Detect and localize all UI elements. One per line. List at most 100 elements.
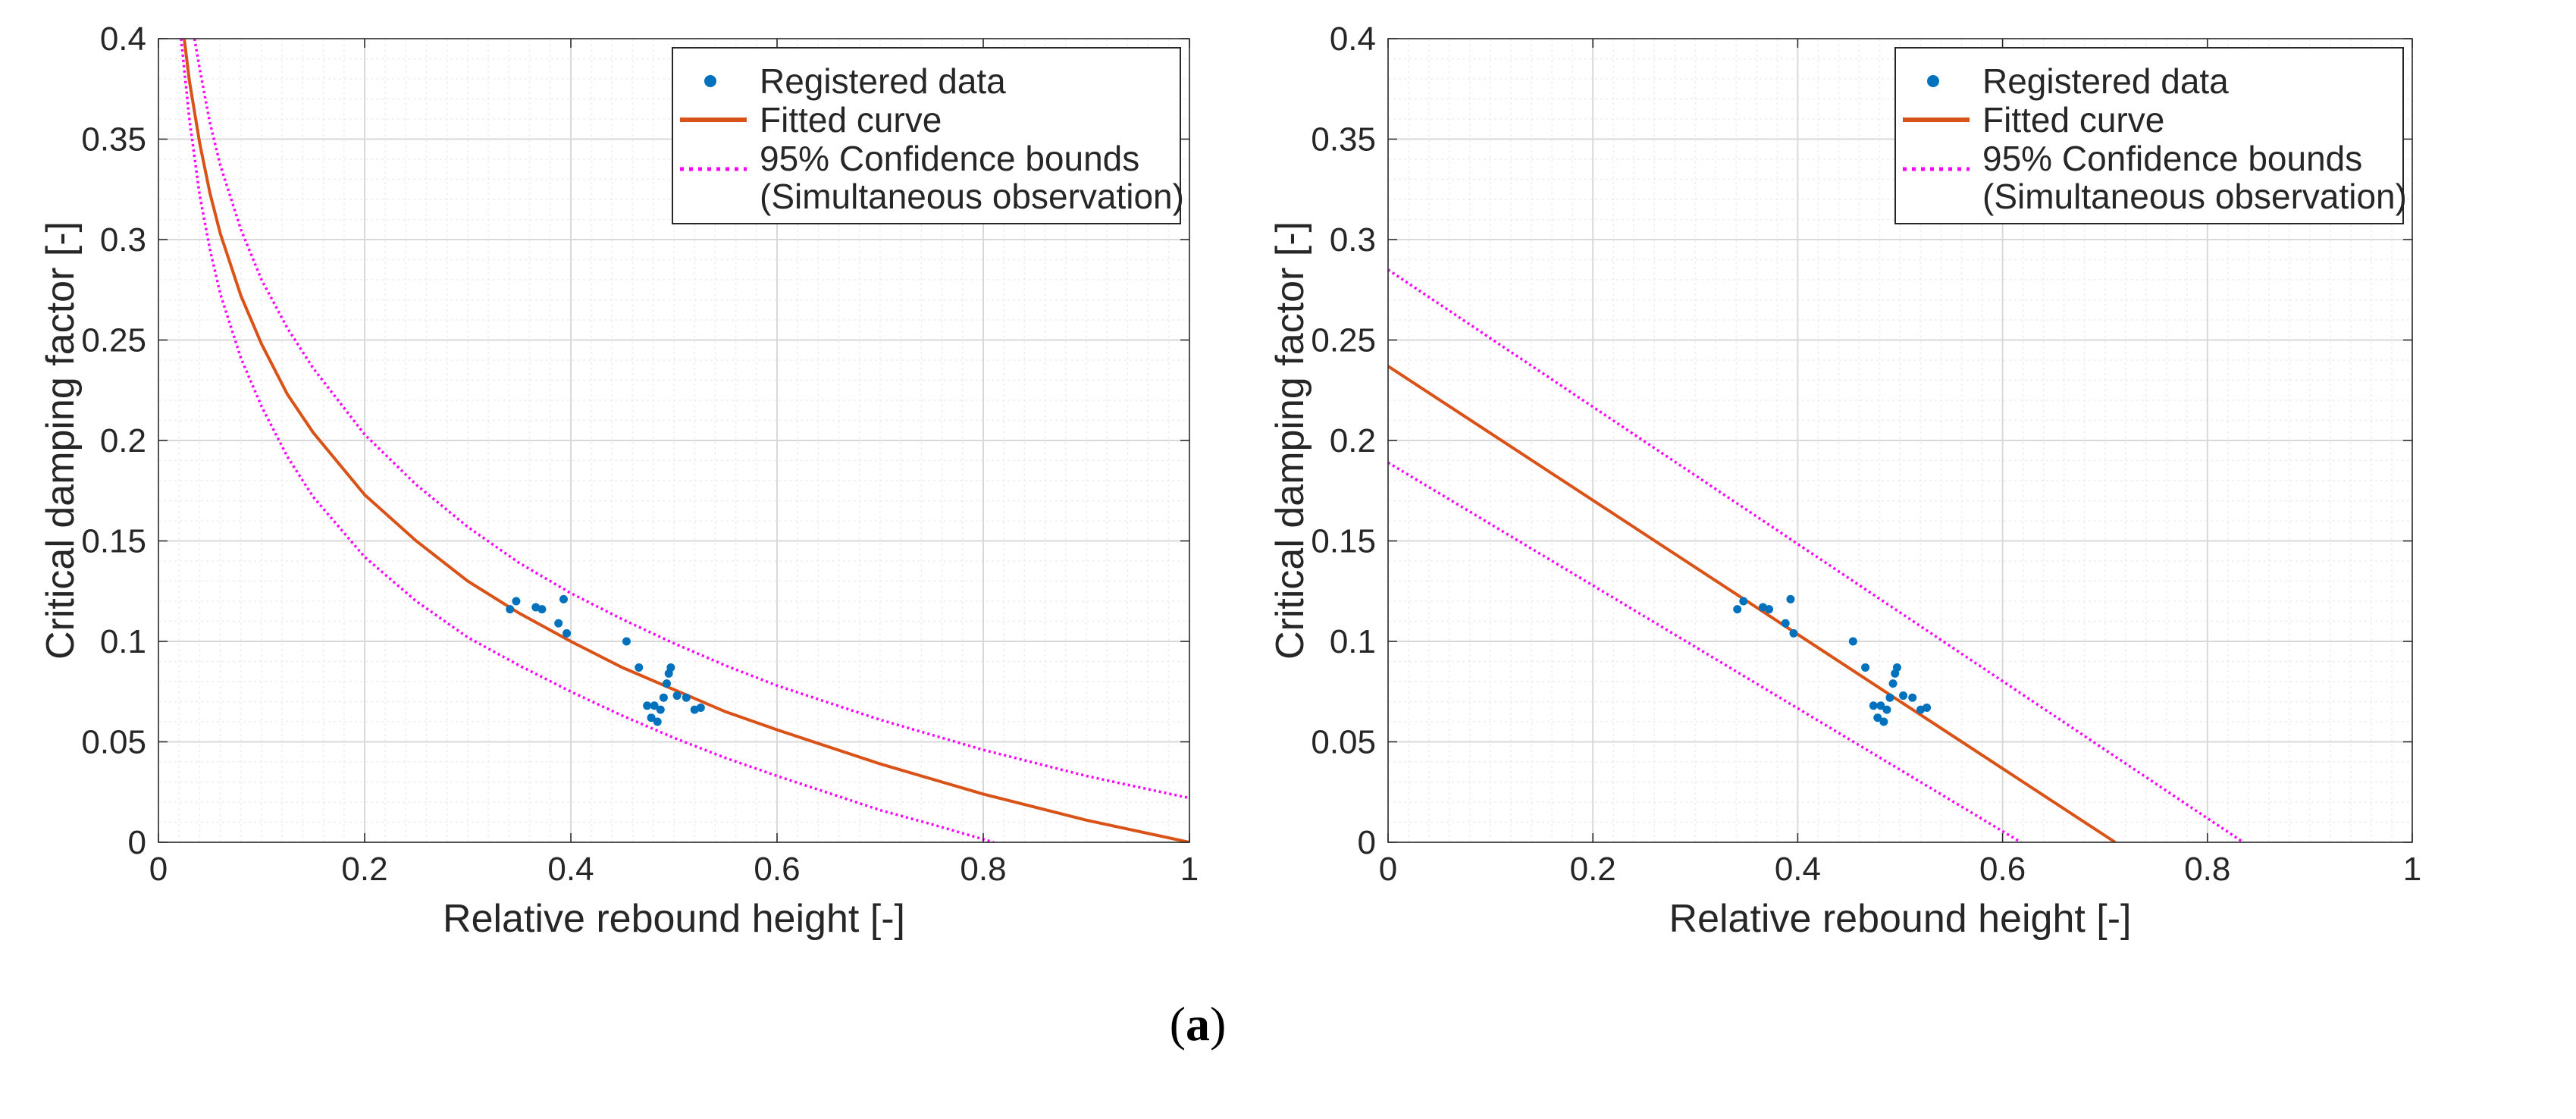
data-point	[1888, 679, 1898, 688]
legend-marker-data	[704, 75, 716, 87]
x-tick-label: 0	[149, 851, 168, 888]
fitted-curve-line	[1388, 365, 2117, 842]
y-tick-labels: 0 0.05 0.1 0.15 0.2 0.25 0.3 0.35 0.4	[81, 20, 146, 861]
x-tick-label: 1	[1180, 851, 1199, 888]
y-tick-label: 0.2	[100, 422, 146, 459]
data-point	[635, 663, 644, 672]
lower-bound-line	[1388, 461, 2022, 842]
data-point	[1882, 705, 1891, 714]
y-tick-label: 0.15	[81, 523, 146, 560]
data-point	[643, 701, 652, 710]
data-point	[506, 605, 515, 614]
y-tick-label: 0.25	[1311, 322, 1376, 359]
x-tick-label: 1	[2403, 851, 2421, 888]
x-tick-label: 0	[1379, 851, 1397, 888]
minor-grid	[158, 39, 1189, 842]
y-tick-labels: 0 0.05 0.1 0.15 0.2 0.25 0.3 0.35 0.4	[1311, 20, 1376, 861]
data-point	[656, 705, 665, 714]
x-tick-labels: 0 0.2 0.4 0.6 0.8 1	[149, 851, 1199, 888]
y-tick-label: 0.3	[1330, 221, 1376, 259]
y-tick-label: 0.15	[1311, 523, 1376, 560]
data-point	[653, 717, 662, 726]
legend-entry-fit: Fitted curve	[760, 100, 942, 139]
legend-entry-bounds-note: (Simultaneous observation)	[760, 177, 1184, 216]
x-axis-label: Relative rebound height [-]	[443, 897, 905, 941]
x-axis-label: Relative rebound height [-]	[1669, 897, 2132, 941]
legend-box	[1894, 47, 2404, 224]
data-point	[650, 701, 659, 710]
x-tick-label: 0.4	[1775, 851, 1821, 888]
y-axis-label: Critical damping factor [-]	[1268, 221, 1312, 660]
data-point	[1786, 594, 1795, 603]
data-point	[659, 693, 668, 702]
registered-data-points	[1733, 594, 1932, 726]
x-tick-label: 0.4	[547, 851, 594, 888]
y-tick-label: 0.05	[81, 724, 146, 761]
data-point	[1861, 663, 1870, 672]
y-tick-label: 0.35	[1311, 121, 1376, 158]
data-point	[672, 691, 682, 701]
y-tick-label: 0.25	[81, 322, 146, 359]
data-point	[1873, 713, 1882, 722]
data-point	[647, 713, 656, 722]
caption-a: (a)	[1170, 997, 1227, 1051]
data-point	[1781, 619, 1790, 628]
legend: Registered data Fitted curve 95% Confide…	[1894, 47, 2407, 224]
data-point	[537, 605, 547, 614]
fitted-curve-line	[183, 39, 1189, 842]
lower-bound-line	[180, 39, 995, 842]
data-point	[1879, 717, 1888, 726]
y-tick-label: 0.35	[81, 121, 146, 158]
legend-entry-bounds: 95% Confidence bounds	[1982, 139, 2362, 178]
upper-confidence-bound	[1388, 268, 2245, 842]
chart-panel-b: 0 0.2 0.4 0.6 0.8 1 0 0.05 0.1 0.15 0.2 0.25 0.3 0.3…	[1268, 20, 2421, 941]
y-tick-label: 0	[128, 824, 146, 861]
x-tick-label: 0.8	[2184, 851, 2230, 888]
y-tick-label: 0.1	[100, 623, 146, 660]
minor-grid	[1388, 39, 2412, 842]
y-tick-label: 0.4	[1330, 20, 1376, 58]
y-tick-label: 0.05	[1311, 724, 1376, 761]
caption-close: )	[1210, 997, 1226, 1051]
legend-entry-bounds-note: (Simultaneous observation)	[1982, 177, 2407, 216]
data-point	[1908, 693, 1917, 702]
y-tick-label: 0.4	[100, 20, 146, 58]
legend-entry-bounds: 95% Confidence bounds	[760, 139, 1139, 178]
y-tick-label: 0.2	[1330, 422, 1376, 459]
x-tick-label: 0.6	[754, 851, 800, 888]
y-axis-label: Critical damping factor [-]	[39, 221, 83, 660]
data-point	[666, 663, 675, 672]
data-point	[554, 619, 563, 628]
x-tick-label: 0.8	[960, 851, 1006, 888]
x-tick-label: 0.2	[341, 851, 387, 888]
data-point	[1789, 628, 1798, 638]
fitted-curve	[183, 39, 1189, 842]
data-point	[1923, 703, 1932, 712]
caption-open: (	[1170, 997, 1186, 1051]
data-point	[682, 693, 691, 702]
legend-box	[672, 47, 1181, 224]
data-point	[1892, 663, 1901, 672]
upper-bound-line	[1388, 268, 2245, 842]
legend: Registered data Fitted curve 95% Confide…	[672, 47, 1184, 224]
lower-confidence-bound	[180, 39, 995, 842]
data-point	[1739, 597, 1748, 606]
x-tick-labels: 0 0.2 0.4 0.6 0.8 1	[1379, 851, 2421, 888]
lower-confidence-bound	[1388, 461, 2022, 842]
registered-data-points	[506, 594, 705, 726]
x-tick-label: 0.6	[1979, 851, 2026, 888]
data-point	[1876, 701, 1885, 710]
legend-entry-data: Registered data	[1982, 61, 2229, 101]
data-point	[662, 679, 671, 688]
chart-panel-a: 0 0.2 0.4 0.6 0.8 1 0 0.05 0.1 0.15 0.2 0.25 0.3 0.3…	[39, 20, 1226, 1051]
legend-marker-data	[1927, 75, 1939, 87]
data-point	[1885, 693, 1894, 702]
data-point	[512, 597, 521, 606]
axes-box	[1387, 38, 2413, 843]
data-point	[1899, 691, 1908, 701]
data-point	[1869, 701, 1878, 710]
data-point	[622, 637, 631, 646]
fitted-curve	[1388, 365, 2117, 842]
data-point	[696, 703, 705, 712]
